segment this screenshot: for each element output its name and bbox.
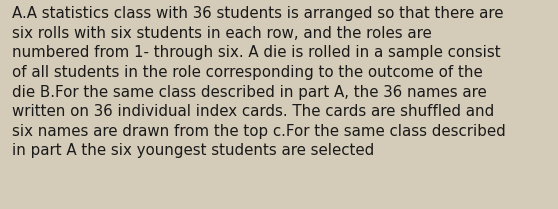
Text: A.A statistics class with 36 students is arranged so that there are
six rolls wi: A.A statistics class with 36 students is… <box>12 6 506 158</box>
